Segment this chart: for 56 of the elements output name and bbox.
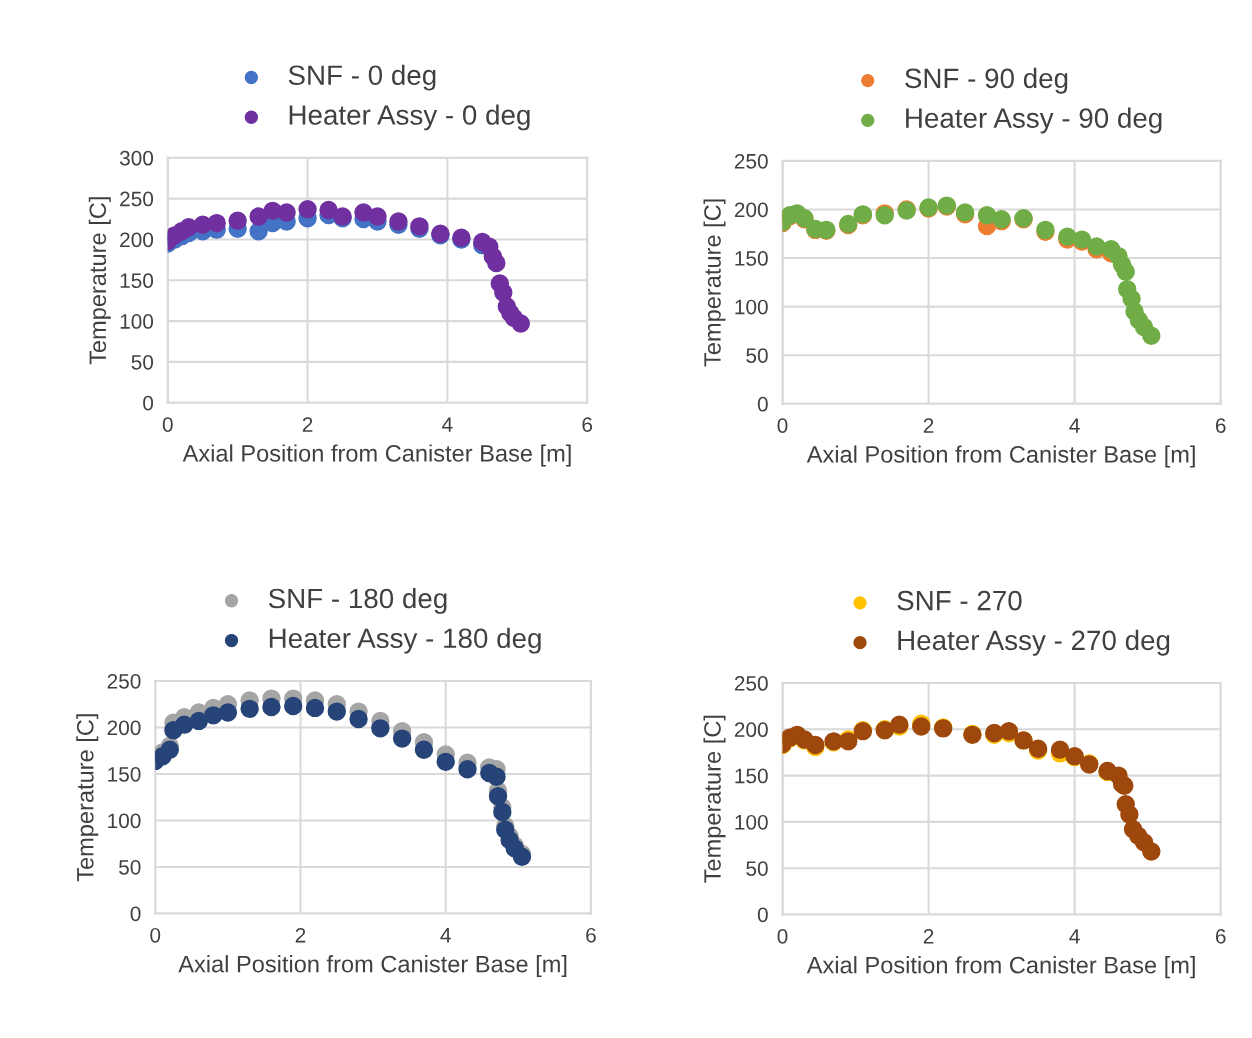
y-tick-label: 200 <box>107 720 141 736</box>
y-tick-label: 50 <box>131 354 154 370</box>
x-tick-label: 0 <box>162 417 173 432</box>
x-tick-label: 6 <box>1215 418 1226 433</box>
x-axis-title: Axial Position from Canister Base [m] <box>178 955 567 978</box>
x-tick-label: 4 <box>1069 418 1080 433</box>
y-tick-label: 100 <box>108 813 141 829</box>
y-tick-label: 250 <box>120 191 154 207</box>
x-tick-label: 4 <box>1069 929 1080 944</box>
y-tick-label: 200 <box>120 232 154 248</box>
y-tick-label: 150 <box>120 273 154 289</box>
legend-label: SNF - 270 <box>897 590 1022 611</box>
legend-label: Heater Assy - 90 deg <box>906 107 1162 134</box>
y-tick-label: 50 <box>746 861 768 876</box>
y-tick-label: 100 <box>735 814 768 830</box>
x-axis-title: Axial Position from Canister Base [m] <box>182 444 571 467</box>
x-tick-label: 0 <box>777 418 788 433</box>
y-tick-label: 250 <box>107 673 141 689</box>
y-tick-label: 100 <box>735 299 768 315</box>
y-tick-label: 250 <box>734 153 768 169</box>
x-tick-label: 0 <box>777 928 788 944</box>
y-tick-label: 0 <box>130 906 141 922</box>
y-tick-label: 150 <box>735 251 768 266</box>
y-tick-label: 50 <box>746 348 768 363</box>
y-tick-label: 200 <box>734 722 768 738</box>
y-axis-title: Temperature [C] <box>703 199 726 367</box>
legend-label: SNF - 180 deg <box>268 587 447 614</box>
x-tick-label: 2 <box>923 418 934 433</box>
y-axis-title: Temperature [C] <box>703 715 726 883</box>
x-tick-label: 2 <box>302 417 313 432</box>
y-tick-label: 200 <box>734 202 768 218</box>
y-axis-title: Temperature [C] <box>88 197 111 365</box>
x-tick-label: 6 <box>586 927 596 943</box>
y-tick-label: 150 <box>108 766 141 782</box>
x-axis-title: Axial Position from Canister Base [m] <box>806 445 1195 468</box>
x-tick-label: 2 <box>923 928 934 944</box>
legend-label: Heater Assy - 180 deg <box>269 627 541 654</box>
y-tick-label: 300 <box>119 150 154 166</box>
y-tick-label: 0 <box>757 396 768 412</box>
legend-label: SNF - 90 deg <box>905 67 1068 94</box>
legend-label: Heater Assy - 270 deg <box>898 629 1170 656</box>
x-tick-label: 4 <box>442 417 453 432</box>
x-tick-label: 6 <box>582 417 593 432</box>
x-axis-title: Axial Position from Canister Base [m] <box>806 956 1195 979</box>
y-tick-label: 0 <box>143 395 154 411</box>
y-tick-label: 150 <box>735 768 768 784</box>
y-tick-label: 100 <box>120 314 154 329</box>
x-tick-label: 6 <box>1215 928 1226 944</box>
y-tick-label: 0 <box>757 907 768 923</box>
legend-label: SNF - 0 deg <box>288 64 436 91</box>
x-tick-label: 2 <box>295 927 306 943</box>
y-axis-title: Temperature [C] <box>76 714 99 882</box>
legend-label: Heater Assy - 0 deg <box>289 104 530 131</box>
y-tick-label: 250 <box>734 676 768 691</box>
y-tick-label: 50 <box>119 859 141 875</box>
x-tick-label: 4 <box>440 928 451 943</box>
